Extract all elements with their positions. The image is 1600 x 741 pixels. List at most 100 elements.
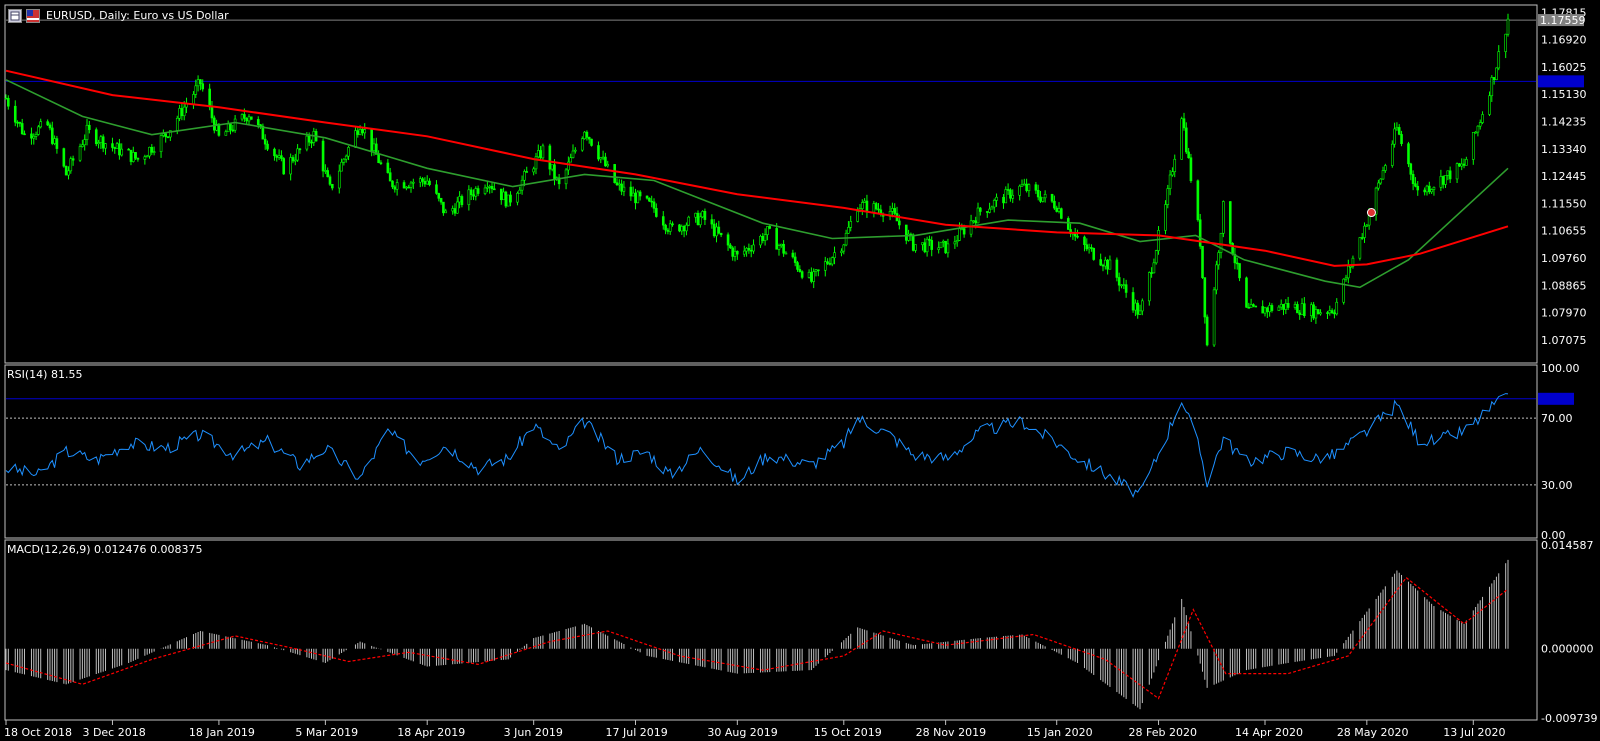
candle-body bbox=[280, 155, 283, 159]
candle-body bbox=[1330, 310, 1334, 314]
candle-body bbox=[1092, 248, 1096, 260]
candle-body bbox=[48, 124, 52, 129]
candle-body bbox=[88, 124, 91, 130]
candle-body bbox=[534, 156, 538, 170]
candle-body bbox=[405, 186, 408, 189]
candle-body bbox=[1411, 174, 1415, 185]
candle-body bbox=[1296, 304, 1299, 314]
price-chart[interactable] bbox=[4, 13, 1584, 347]
candle-body bbox=[1164, 204, 1167, 231]
candle-body bbox=[386, 162, 390, 173]
chart-icon[interactable] bbox=[8, 9, 22, 23]
candle-body bbox=[467, 189, 471, 206]
rsi-chart[interactable] bbox=[5, 392, 1574, 499]
candle-body bbox=[620, 183, 623, 192]
candle-body bbox=[1025, 183, 1028, 191]
candle-body bbox=[194, 85, 198, 95]
price-tick-label: 1.07075 bbox=[1541, 334, 1587, 347]
candle-body bbox=[990, 206, 994, 210]
candle-body bbox=[474, 188, 478, 197]
candle-body bbox=[865, 200, 869, 213]
candle-body bbox=[1268, 305, 1271, 313]
candle-body bbox=[1395, 127, 1399, 130]
candle-body bbox=[979, 207, 982, 212]
candle-body bbox=[1360, 237, 1364, 239]
candle-body bbox=[523, 171, 526, 181]
candle-body bbox=[502, 191, 505, 201]
candle-body bbox=[893, 208, 897, 214]
candle-body bbox=[67, 170, 70, 176]
candle-body bbox=[1400, 134, 1403, 144]
candle-body bbox=[652, 201, 656, 209]
candle-body bbox=[1430, 189, 1433, 193]
candle-body bbox=[1465, 159, 1468, 166]
candle-body bbox=[1002, 196, 1005, 204]
candle-body bbox=[275, 155, 279, 158]
candle-body bbox=[1099, 259, 1102, 266]
candle-body bbox=[120, 148, 124, 156]
candle-body bbox=[1249, 304, 1253, 308]
candle-body bbox=[1428, 185, 1431, 193]
candle-body bbox=[1238, 263, 1241, 279]
candle-body bbox=[337, 170, 341, 189]
candle-body bbox=[849, 221, 853, 228]
current-price-label: 1.17559 bbox=[1540, 14, 1586, 27]
candle-body bbox=[310, 141, 313, 144]
candle-body bbox=[1247, 307, 1251, 309]
candle-body bbox=[1057, 208, 1061, 212]
candle-body bbox=[745, 248, 748, 252]
candle-body bbox=[548, 145, 552, 170]
candle-body bbox=[493, 188, 496, 191]
candle-body bbox=[1138, 310, 1142, 315]
candle-body bbox=[671, 223, 674, 226]
candle-body bbox=[361, 129, 364, 134]
candle-body bbox=[587, 137, 591, 140]
candle-body bbox=[532, 168, 535, 173]
candle-body bbox=[1446, 170, 1450, 176]
candle-body bbox=[39, 121, 43, 128]
candle-body bbox=[574, 149, 577, 152]
candle-body bbox=[1131, 292, 1135, 311]
candle-body bbox=[925, 238, 929, 253]
macd-tick-label: -0.009739 bbox=[1541, 712, 1597, 725]
candle-body bbox=[1381, 170, 1385, 180]
candle-body bbox=[182, 106, 186, 117]
candle-body bbox=[645, 195, 649, 199]
candle-body bbox=[1351, 257, 1355, 267]
candle-body bbox=[32, 135, 36, 139]
candle-body bbox=[85, 124, 89, 140]
candle-body bbox=[1333, 312, 1336, 315]
candle-body bbox=[793, 256, 797, 263]
candle-body bbox=[726, 234, 730, 246]
x-tick-label: 18 Apr 2019 bbox=[397, 726, 465, 739]
macd-chart[interactable] bbox=[5, 559, 1509, 710]
candle-body bbox=[97, 142, 100, 145]
candle-body bbox=[245, 117, 248, 122]
candle-body bbox=[830, 257, 834, 265]
candle-body bbox=[847, 227, 850, 234]
candle-body bbox=[569, 157, 572, 163]
axes: 1.178151.169201.160251.151301.142351.133… bbox=[4, 6, 1597, 739]
candle-body bbox=[972, 220, 975, 223]
flag-icon[interactable] bbox=[26, 9, 40, 23]
candle-body bbox=[856, 211, 859, 222]
candle-body bbox=[1495, 67, 1498, 81]
candle-body bbox=[1115, 259, 1119, 278]
macd-title: MACD(12,26,9) 0.012476 0.008375 bbox=[7, 543, 203, 556]
candle-body bbox=[4, 97, 8, 100]
candle-body bbox=[1300, 303, 1304, 315]
candle-body bbox=[863, 200, 866, 203]
candle-body bbox=[1414, 183, 1417, 187]
candle-body bbox=[1157, 230, 1160, 251]
candle-body bbox=[937, 247, 940, 250]
candle-body bbox=[1136, 302, 1140, 315]
candle-body bbox=[634, 192, 637, 204]
candle-body bbox=[766, 226, 769, 235]
candle-body bbox=[928, 238, 931, 241]
candle-body bbox=[1020, 184, 1024, 187]
candle-body bbox=[233, 118, 237, 131]
candle-body bbox=[1254, 305, 1258, 308]
candle-body bbox=[1085, 244, 1089, 250]
candle-body bbox=[1104, 259, 1107, 267]
